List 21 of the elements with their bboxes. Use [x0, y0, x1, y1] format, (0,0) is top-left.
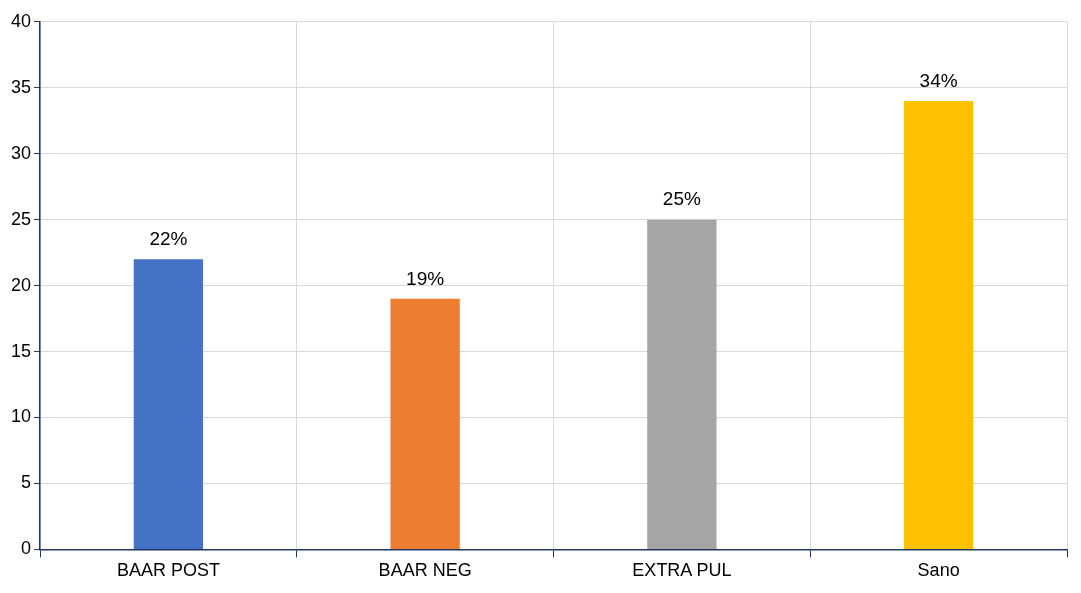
data-label: 34% — [919, 69, 958, 91]
y-tick-label: 25 — [10, 208, 32, 229]
y-tick-label: 30 — [10, 142, 32, 163]
x-tick-label: BAAR NEG — [378, 560, 472, 581]
x-tick-label: Sano — [917, 560, 960, 581]
bar — [390, 298, 460, 549]
x-tick-label: EXTRA PUL — [632, 560, 732, 581]
y-tick-label: 40 — [10, 10, 32, 31]
y-tick-label: 35 — [10, 76, 32, 97]
data-label: 25% — [662, 188, 701, 210]
bar — [133, 259, 204, 549]
bar — [647, 219, 717, 549]
x-tick-label: BAAR POST — [116, 560, 220, 581]
y-tick-label: 10 — [10, 406, 32, 427]
data-label: 22% — [149, 227, 188, 249]
data-label: 19% — [406, 267, 445, 289]
bar — [903, 100, 974, 549]
y-tick-label: 0 — [21, 538, 32, 559]
y-tick-label: 20 — [10, 274, 32, 295]
y-tick-label: 15 — [10, 340, 32, 361]
y-tick-label: 5 — [21, 472, 32, 493]
